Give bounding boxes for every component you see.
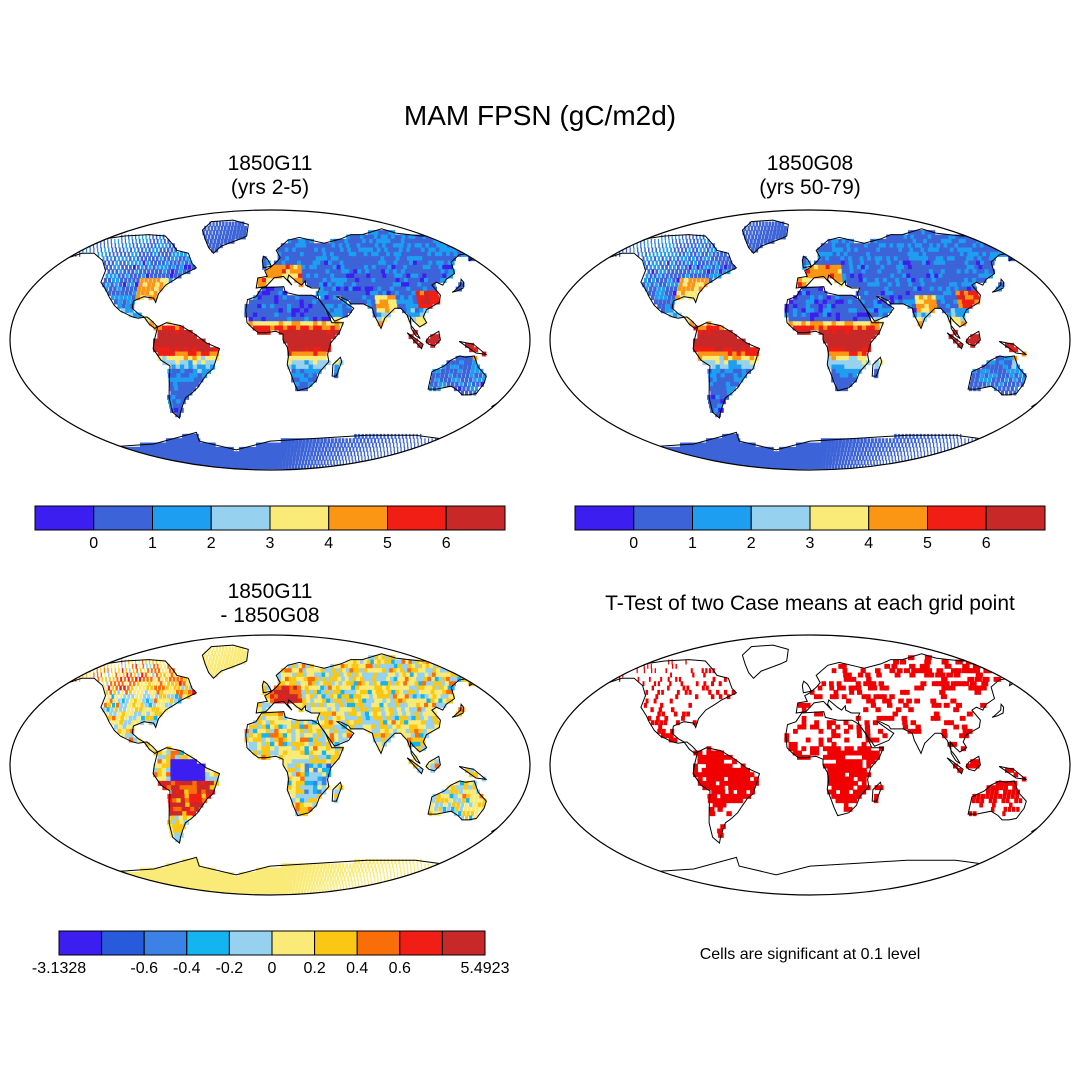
colorbar-label: 5 bbox=[923, 535, 932, 552]
coastlines bbox=[602, 219, 1056, 470]
colorbar-label: -3.1328 bbox=[31, 960, 87, 977]
colorbar-label: 0 bbox=[629, 535, 639, 552]
colorbar-box-5 bbox=[271, 930, 316, 956]
colorbar-box-0 bbox=[34, 505, 95, 531]
colorbar-box-7 bbox=[356, 930, 401, 956]
colorbar-label: 2 bbox=[206, 535, 216, 552]
colorbar-box-0 bbox=[58, 930, 103, 956]
colorbar-label: 3 bbox=[805, 535, 815, 552]
colorbar-label: 1 bbox=[688, 535, 697, 552]
colorbar-box-3 bbox=[210, 505, 271, 531]
colorbar-box-3 bbox=[750, 505, 811, 531]
panel2-title-line2: (yrs 50-79) bbox=[759, 176, 861, 199]
colorbar-box-7 bbox=[985, 505, 1046, 531]
colorbar-box-3 bbox=[186, 930, 230, 956]
map-panel-difference bbox=[9, 634, 531, 896]
panel3-title-line2: - 1850G08 bbox=[220, 604, 320, 627]
colorbar-box-6 bbox=[314, 930, 358, 956]
land-field bbox=[63, 646, 512, 895]
colorbar-box-7 bbox=[445, 505, 506, 531]
panel3-title: 1850G11 - 1850G08 bbox=[120, 580, 420, 628]
map-panel-1850G11 bbox=[9, 209, 531, 471]
colorbar-label: -0.2 bbox=[215, 960, 244, 977]
map-border bbox=[9, 634, 531, 896]
land-field bbox=[607, 655, 1052, 838]
colorbar-label: 0 bbox=[89, 535, 99, 552]
map-border bbox=[549, 634, 1071, 896]
colorbar-box-1 bbox=[93, 505, 153, 531]
colorbar-label: 4 bbox=[864, 535, 874, 552]
colorbar-box-6 bbox=[927, 505, 987, 531]
map-border bbox=[549, 209, 1071, 471]
panel1-title-line2: (yrs 2-5) bbox=[230, 176, 310, 199]
colorbar-label: -0.6 bbox=[130, 960, 158, 977]
ttest-significance-note: Cells are significant at 0.1 level bbox=[699, 946, 921, 963]
colorbar-box-9 bbox=[441, 930, 486, 956]
colorbar-box-1 bbox=[633, 505, 693, 531]
panel3-title-line1: 1850G11 bbox=[227, 580, 313, 603]
ocean bbox=[550, 635, 1070, 895]
colorbar-label: 0.6 bbox=[388, 960, 411, 977]
colorbar-box-4 bbox=[269, 505, 330, 531]
colorbar-box-4 bbox=[809, 505, 870, 531]
coastlines bbox=[62, 219, 516, 470]
colorbar-difference bbox=[58, 930, 486, 956]
map-panel-ttest bbox=[549, 634, 1071, 896]
colorbar-label: 0.4 bbox=[346, 960, 369, 977]
panel4-title: T-Test of two Case means at each grid po… bbox=[545, 592, 1075, 616]
colorbar-box-6 bbox=[387, 505, 447, 531]
colorbar-box-4 bbox=[228, 930, 273, 956]
panel4-title-line1: T-Test of two Case means at each grid po… bbox=[605, 592, 1015, 615]
colorbar-1850G08-labels: 0 1 2 3 4 5 6 bbox=[574, 535, 1046, 557]
colorbar-box-0 bbox=[574, 505, 635, 531]
colorbar-1850G11 bbox=[34, 505, 506, 531]
colorbar-difference-labels: -3.1328 -0.6 -0.4 -0.2 0 0.2 0.4 0.6 5.4923 bbox=[32, 960, 510, 982]
colorbar-label: 4 bbox=[324, 535, 334, 552]
panel2-title: 1850G08 (yrs 50-79) bbox=[660, 152, 960, 200]
panel2-title-line1: 1850G08 bbox=[766, 152, 854, 175]
panel1-title: 1850G11 (yrs 2-5) bbox=[120, 152, 420, 200]
colorbar-box-5 bbox=[868, 505, 928, 531]
map-panel-1850G08 bbox=[549, 209, 1071, 471]
colorbar-box-2 bbox=[143, 930, 188, 956]
colorbar-1850G11-labels: 0 1 2 3 4 5 6 bbox=[34, 535, 506, 557]
colorbar-box-1 bbox=[101, 930, 145, 956]
panel1-title-line1: 1850G11 bbox=[227, 152, 313, 175]
colorbar-label: 1 bbox=[148, 535, 157, 552]
colorbar-label: -0.4 bbox=[173, 960, 201, 977]
colorbar-label: 6 bbox=[981, 535, 991, 552]
colorbar-label: 2 bbox=[746, 535, 756, 552]
colorbar-label: 6 bbox=[441, 535, 451, 552]
colorbar-box-8 bbox=[399, 930, 443, 956]
colorbar-label: 5 bbox=[383, 535, 392, 552]
colorbar-1850G08 bbox=[574, 505, 1046, 531]
colorbar-label: 3 bbox=[265, 535, 275, 552]
colorbar-box-5 bbox=[328, 505, 388, 531]
colorbar-box-2 bbox=[692, 505, 752, 531]
map-border bbox=[9, 209, 531, 471]
colorbar-box-2 bbox=[152, 505, 212, 531]
colorbar-label: 0.2 bbox=[303, 960, 326, 977]
figure-title: MAM FPSN (gC/m2d) bbox=[403, 100, 677, 131]
colorbar-label: 0 bbox=[267, 960, 277, 977]
colorbar-label: 5.4923 bbox=[460, 960, 510, 977]
